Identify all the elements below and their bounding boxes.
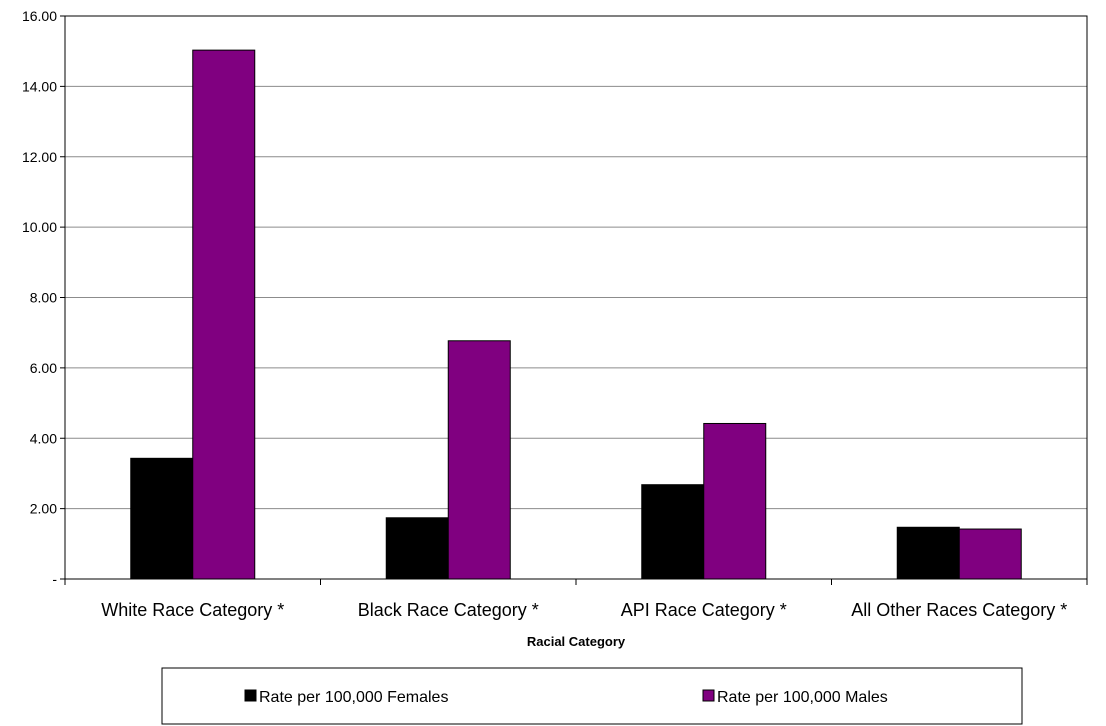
bar-males xyxy=(958,528,1022,580)
bar-females xyxy=(130,457,194,580)
bar-females xyxy=(896,526,960,580)
legend-box xyxy=(161,667,1023,725)
y-tick-label: 14.00 xyxy=(22,78,57,94)
bar-females xyxy=(385,517,449,580)
bars xyxy=(130,49,1022,580)
legend-label: Rate per 100,000 Males xyxy=(717,689,888,706)
legend-label: Rate per 100,000 Females xyxy=(259,689,448,706)
y-tick-label: 6.00 xyxy=(30,360,57,376)
x-axis-categories: White Race Category * Black Race Category… xyxy=(101,600,1067,620)
x-category-label: API Race Category * xyxy=(621,600,787,620)
y-tick-label: 2.00 xyxy=(30,501,57,517)
y-tick-label: - xyxy=(52,571,57,587)
axes xyxy=(64,15,1088,585)
y-tick-label: 16.00 xyxy=(22,8,57,24)
x-category-label: White Race Category * xyxy=(101,600,284,620)
bar-males xyxy=(703,422,767,580)
y-tick-label: 12.00 xyxy=(22,149,57,165)
bar-females xyxy=(641,484,705,580)
legend-swatch xyxy=(702,689,715,702)
legend-swatch xyxy=(244,689,257,702)
x-axis-label: Racial Category xyxy=(527,634,626,649)
bar-males xyxy=(447,340,511,580)
y-tick-label: 10.00 xyxy=(22,219,57,235)
y-tick-label: 4.00 xyxy=(30,430,57,446)
x-category-label: All Other Races Category * xyxy=(851,600,1067,620)
bar-males xyxy=(192,49,256,580)
y-axis-ticks: - 2.00 4.00 6.00 8.00 10.00 12.00 14.00 16.00 xyxy=(22,8,65,587)
x-category-label: Black Race Category * xyxy=(358,600,539,620)
y-tick-label: 8.00 xyxy=(30,290,57,306)
legend: Rate per 100,000 Females Rate per 100,000… xyxy=(161,667,1023,725)
